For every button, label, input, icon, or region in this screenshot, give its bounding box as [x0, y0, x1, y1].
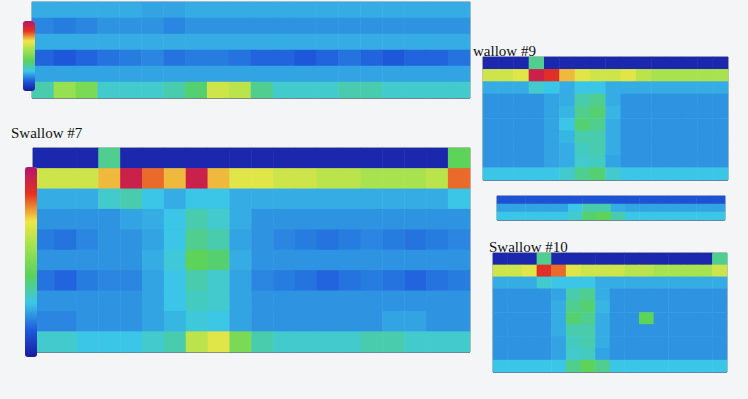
svg-text:Swallow #10: Swallow #10	[489, 239, 568, 255]
svg-text:wallow #9: wallow #9	[473, 43, 536, 59]
svg-text:Swallow #7: Swallow #7	[11, 125, 83, 141]
